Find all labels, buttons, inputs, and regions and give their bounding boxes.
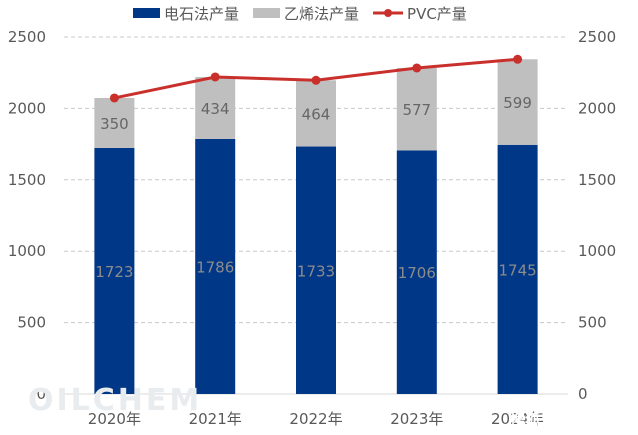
legend-swatch <box>253 8 281 18</box>
bar-segment <box>94 97 135 148</box>
legend-swatch-marker <box>384 9 393 17</box>
x-tick-label: 2024年 <box>491 410 544 428</box>
watermark: OILCHEM <box>28 383 202 418</box>
line-point <box>210 72 220 82</box>
data-label: 1733 <box>297 262 335 280</box>
y-tick-label-right: 1500 <box>578 171 616 189</box>
data-label: 1745 <box>499 261 537 279</box>
x-axis-labels: 2020年 2021年 2022年 2023年 2024年 <box>88 410 544 428</box>
data-label: 1723 <box>95 263 133 281</box>
data-label: 599 <box>503 94 532 112</box>
x-tick-label: 2023年 <box>390 410 443 428</box>
y-tick-label-right: 1000 <box>578 242 616 260</box>
y-tick-label-left: 1000 <box>8 242 46 260</box>
y-tick-label-right: 0 <box>578 385 588 403</box>
data-label: 1786 <box>196 258 234 276</box>
line-point <box>513 54 523 64</box>
y-tick-label-right: 2000 <box>578 99 616 117</box>
bar-segment <box>396 67 437 151</box>
corner-label: 搜狐号@隆众资讯 <box>510 411 630 429</box>
bar-segment <box>195 76 236 139</box>
bar-segment <box>296 146 336 394</box>
legend-label: 乙烯法产量 <box>284 5 359 23</box>
legend-label: 电石法产量 <box>164 5 239 23</box>
legend-swatch <box>133 8 160 18</box>
bar-segment <box>296 80 336 147</box>
x-tick-label: 2022年 <box>289 410 342 428</box>
bar-segment <box>195 138 236 394</box>
data-label: 1706 <box>398 264 436 282</box>
line-point <box>311 75 321 85</box>
legend-item: 电石法产量 <box>133 5 239 23</box>
legend-label: PVC产量 <box>407 5 467 23</box>
bar-segment <box>396 150 437 394</box>
y-tick-label-left: 2000 <box>8 99 46 117</box>
y-tick-label-left: 0 <box>36 385 46 403</box>
data-label: 577 <box>402 101 431 119</box>
y-axis-left: 0 500 1000 1500 2000 2500 <box>8 28 46 403</box>
x-tick-label: 2021年 <box>189 410 242 428</box>
y-tick-label-left: 1500 <box>8 171 46 189</box>
data-label: 464 <box>302 105 331 123</box>
pvc-line <box>109 54 523 103</box>
data-label: 434 <box>201 100 230 118</box>
x-tick-label: 2020年 <box>88 410 141 428</box>
bar-segment <box>94 147 135 394</box>
segment-labels: 1723 350 1786 434 1733 464 1706 577 1745 599 <box>95 94 536 282</box>
y-tick-label-left: 500 <box>17 314 46 332</box>
line-point <box>109 93 119 103</box>
data-label: 350 <box>100 115 129 133</box>
y-tick-label-right: 2500 <box>578 28 616 46</box>
legend-item: 乙烯法产量 <box>253 5 359 23</box>
line-point <box>412 63 422 73</box>
y-tick-label-left: 2500 <box>8 28 46 46</box>
bar-segment <box>497 144 538 394</box>
y-tick-label-right: 500 <box>578 314 607 332</box>
y-axis-right: 0 500 1000 1500 2000 2500 <box>578 28 616 403</box>
legend-item: PVC产量 <box>373 5 467 23</box>
bar-segment <box>497 59 538 145</box>
legend: 电石法产量 乙烯法产量 PVC产量 <box>133 5 467 23</box>
bars <box>94 59 538 394</box>
